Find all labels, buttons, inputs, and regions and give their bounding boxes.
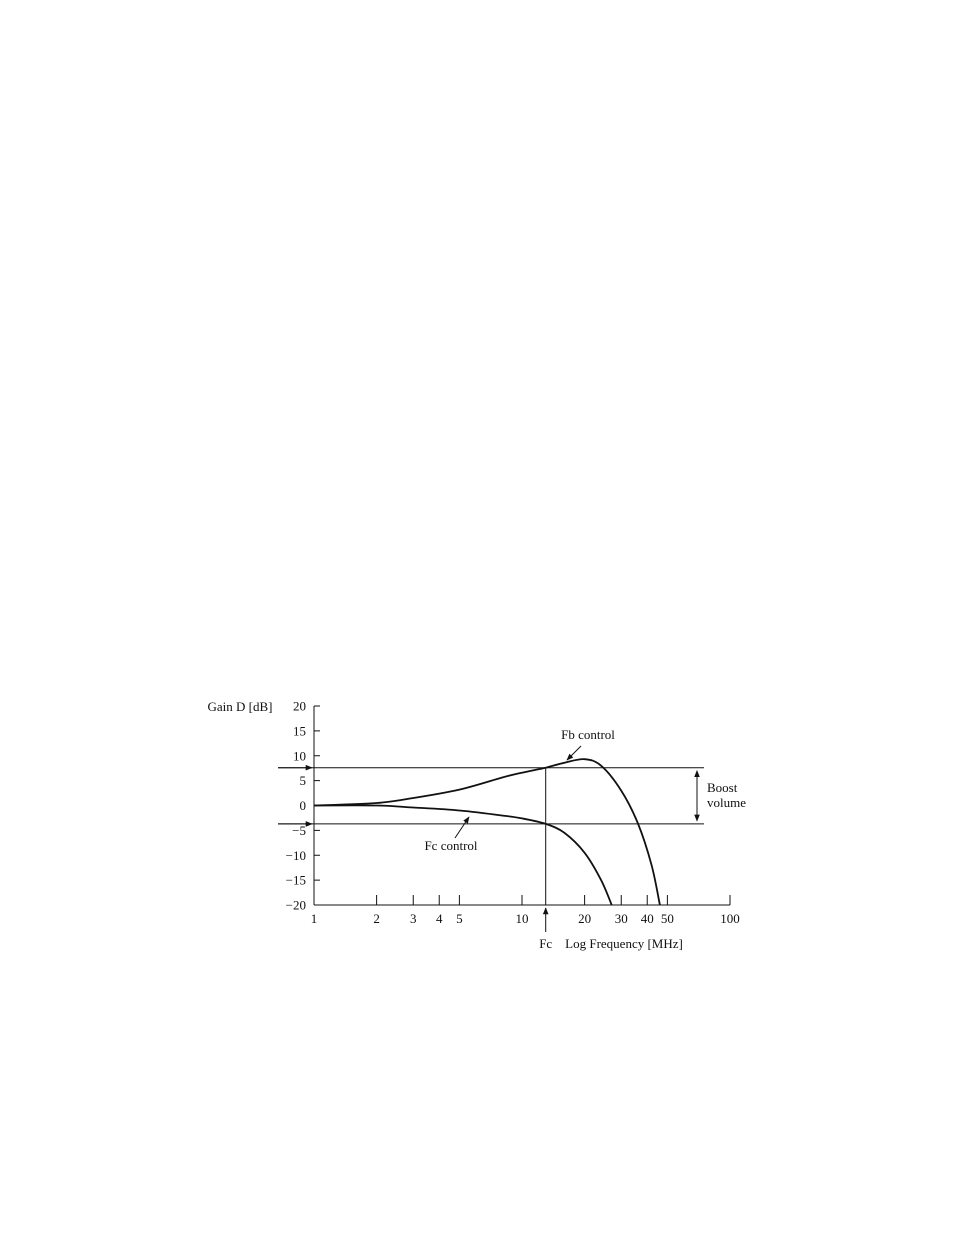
- x-tick-label: 10: [516, 911, 529, 926]
- y-tick-label: −5: [292, 823, 306, 838]
- y-ticks: 20 15 10 5 0 −5 −10 −15 −20: [286, 699, 320, 913]
- x-tick-label: 3: [410, 911, 417, 926]
- y-tick-label: −15: [286, 873, 306, 888]
- y-tick-label: −10: [286, 848, 306, 863]
- fc-control-pointer: [454, 816, 470, 839]
- fb-control-curve: [313, 758, 661, 906]
- fb-control-pointer: [566, 745, 582, 761]
- x-tick-label: 20: [578, 911, 591, 926]
- x-tick-label: 40: [641, 911, 654, 926]
- x-tick-label: 50: [661, 911, 674, 926]
- y-tick-label: 5: [300, 773, 307, 788]
- y-tick-label: 15: [293, 723, 306, 738]
- x-tick-label: 30: [615, 911, 628, 926]
- x-tick-label: 4: [436, 911, 443, 926]
- y-tick-label: 10: [293, 748, 306, 763]
- x-tick-label: 5: [456, 911, 463, 926]
- y-axis-title: Gain D [dB]: [208, 699, 273, 714]
- x-ticks: 1 2 3 4 5 10 20 30 40 50 100: [311, 895, 740, 926]
- fb-control-label: Fb control: [561, 727, 615, 742]
- boost-volume-label-line1: Boost: [707, 780, 738, 795]
- x-axis-title: Log Frequency [MHz]: [565, 936, 683, 951]
- x-tick-label: 2: [373, 911, 380, 926]
- y-tick-label: 20: [293, 699, 306, 714]
- x-tick-label: 1: [311, 911, 318, 926]
- x-tick-label: 100: [720, 911, 740, 926]
- fc-marker-label: Fc: [539, 936, 552, 951]
- fc-control-curve: [313, 804, 613, 906]
- series-lines: [313, 758, 661, 906]
- y-tick-label: −20: [286, 898, 306, 913]
- y-tick-label: 0: [300, 798, 307, 813]
- boost-volume-label-line2: volume: [707, 795, 746, 810]
- fc-control-label: Fc control: [424, 838, 477, 853]
- reference-lines: [278, 767, 704, 905]
